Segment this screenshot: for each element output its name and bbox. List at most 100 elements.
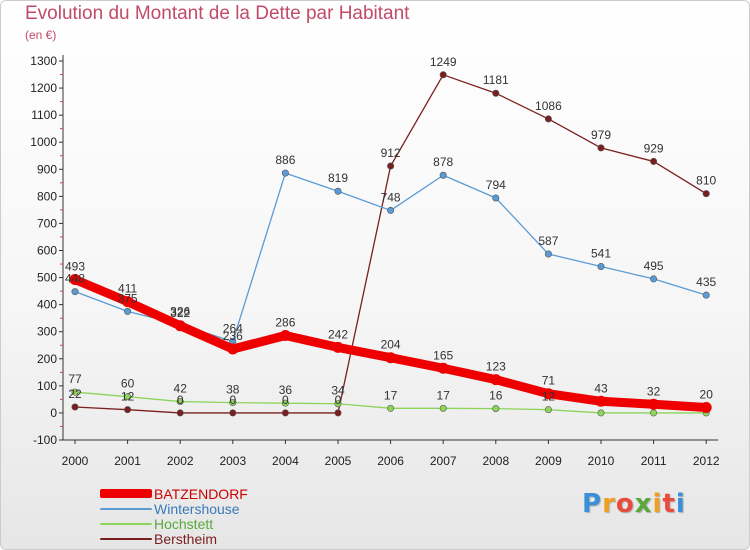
data-label: 493 (65, 259, 85, 273)
data-label: 17 (384, 388, 398, 402)
legend-item: BATZENDORF (100, 485, 248, 502)
data-label: 77 (68, 372, 82, 386)
data-point (334, 187, 342, 195)
data-point (492, 89, 500, 97)
y-tick-label: 900 (37, 162, 57, 176)
data-point (542, 388, 554, 400)
x-tick-label: 2006 (377, 454, 404, 468)
logo-letter: t (662, 489, 676, 519)
data-point (437, 362, 449, 374)
data-point (492, 194, 500, 202)
data-label: 36 (279, 383, 293, 397)
data-point (281, 169, 289, 177)
legend-label: Hochstett (154, 515, 214, 532)
data-label: 0 (177, 393, 184, 407)
y-tick-label: 0 (50, 406, 57, 420)
x-tick-label: 2011 (641, 454, 667, 468)
data-point (650, 409, 658, 417)
data-point (387, 404, 395, 412)
data-label: 878 (433, 155, 453, 169)
y-tick-label: 1100 (31, 108, 57, 122)
data-label: 794 (486, 178, 506, 192)
data-point (597, 409, 605, 417)
y-tick-label: 1000 (30, 135, 57, 149)
data-label: 20 (700, 388, 714, 402)
data-label: 204 (381, 338, 401, 352)
data-point (385, 352, 397, 364)
y-tick-label: 700 (37, 216, 57, 230)
data-label: 495 (644, 259, 664, 273)
proxiti-logo: Proxiti (582, 489, 686, 519)
data-point (71, 288, 79, 296)
data-point (176, 398, 184, 406)
data-point (439, 171, 447, 179)
data-point (650, 275, 658, 283)
data-point (595, 395, 607, 407)
data-point (281, 409, 289, 417)
data-point (122, 296, 134, 308)
logo-letter: x (634, 489, 653, 519)
data-label: 17 (437, 388, 451, 402)
y-tick-label: 600 (37, 244, 57, 258)
data-label: 43 (594, 381, 608, 395)
data-point (332, 341, 344, 353)
data-point (702, 190, 710, 198)
x-tick-label: 2002 (167, 454, 194, 468)
data-label: 448 (65, 272, 85, 286)
data-label: 1086 (535, 99, 562, 113)
data-label: 12 (121, 390, 135, 404)
x-tick-label: 2005 (325, 454, 352, 468)
logo-letter: i (652, 489, 663, 519)
data-label: 886 (275, 153, 295, 167)
legend-label: Wintershouse (154, 500, 240, 517)
legend: BATZENDORF Wintershouse Hochstett Berstheim (100, 485, 248, 547)
x-tick-label: 2010 (588, 454, 615, 468)
legend-swatch (100, 507, 152, 510)
data-point (439, 404, 447, 412)
data-point (544, 115, 552, 123)
data-point (492, 405, 500, 413)
logo-letter: o (615, 489, 635, 519)
data-label: 0 (282, 393, 289, 407)
data-point (227, 343, 239, 355)
data-label: 979 (591, 128, 611, 142)
x-tick-label: 2003 (219, 454, 246, 468)
y-tick-label: 300 (37, 325, 57, 339)
legend-item: Hochstett (100, 515, 248, 532)
y-tick-label: -100 (33, 433, 57, 447)
legend-swatch (100, 522, 152, 525)
y-tick-label: 500 (37, 271, 57, 285)
data-point (700, 402, 712, 414)
y-tick-label: 100 (37, 379, 57, 393)
data-label: 12 (542, 390, 556, 404)
data-point (387, 206, 395, 214)
data-label: 1181 (483, 73, 509, 87)
data-label: 322 (170, 306, 190, 320)
legend-label: BATZENDORF (154, 485, 248, 502)
data-point (544, 406, 552, 414)
data-point (124, 307, 132, 315)
data-label: 16 (489, 389, 503, 403)
data-point (544, 250, 552, 258)
y-tick-label: 200 (37, 352, 57, 366)
x-tick-label: 2007 (430, 454, 457, 468)
data-point (229, 399, 237, 407)
chart-title: Evolution du Montant de la Dette par Hab… (25, 3, 410, 24)
x-tick-label: 2012 (693, 454, 720, 468)
x-tick-label: 2008 (482, 454, 509, 468)
data-label: 34 (331, 384, 345, 398)
logo-letter: P (582, 489, 603, 519)
x-tick-label: 2000 (62, 454, 89, 468)
x-tick-label: 2004 (272, 454, 299, 468)
data-point (71, 388, 79, 396)
data-label: 0 (229, 393, 236, 407)
data-point (279, 330, 291, 342)
data-label: 819 (328, 171, 348, 185)
data-label: 165 (433, 348, 453, 362)
data-label: 929 (644, 141, 664, 155)
data-point (597, 144, 605, 152)
data-label: 286 (275, 316, 295, 330)
